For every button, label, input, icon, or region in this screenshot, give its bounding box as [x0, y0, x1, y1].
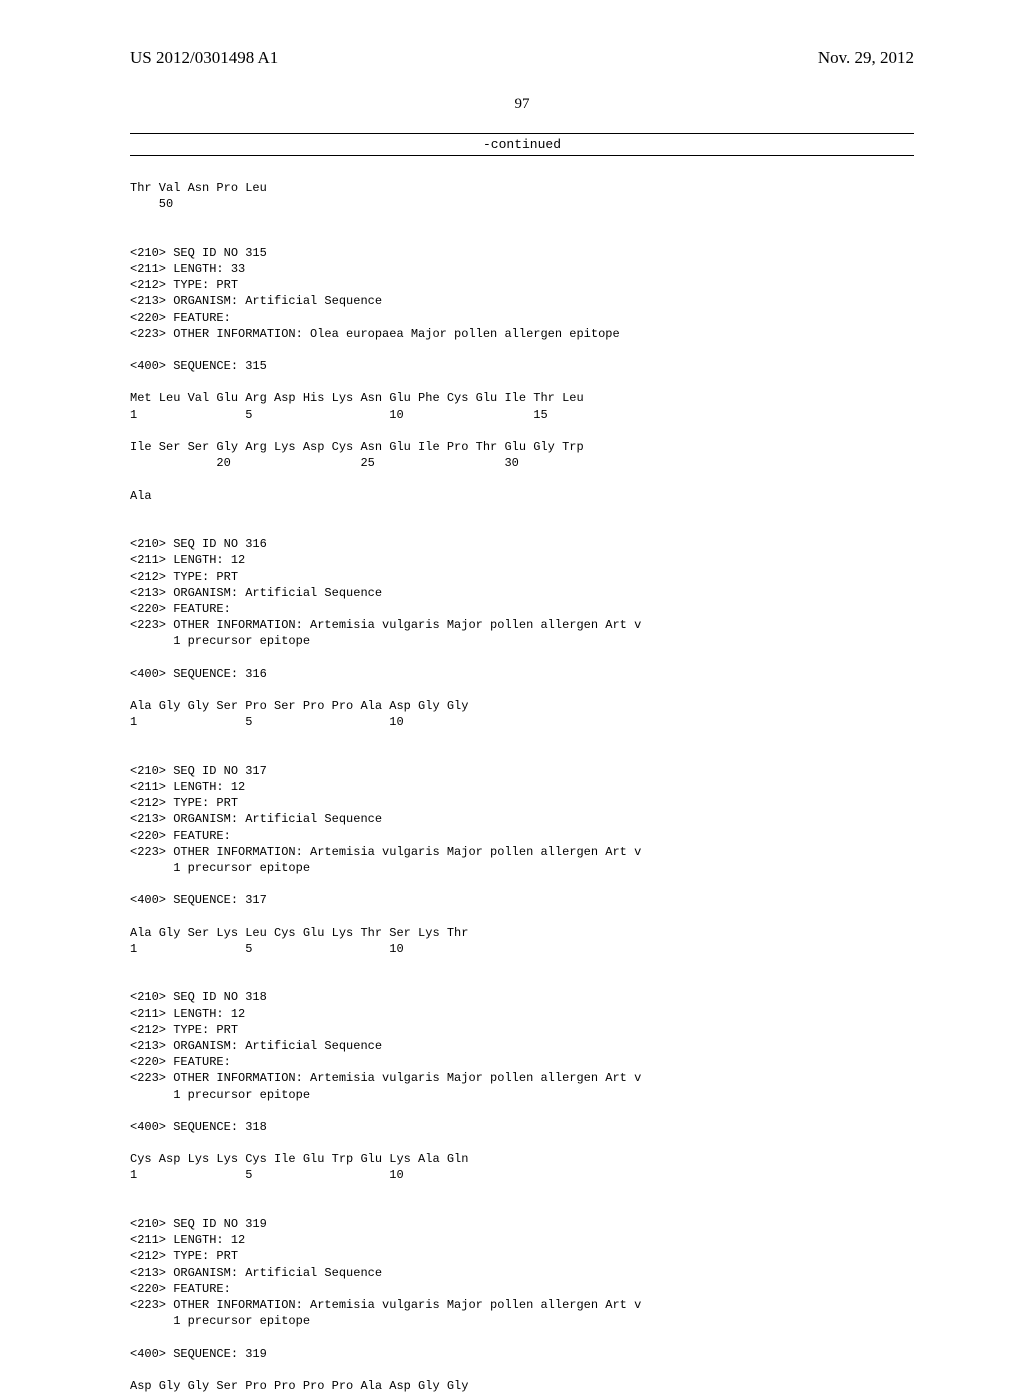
seq-header-line: <400> SEQUENCE: 317	[130, 893, 267, 907]
seq-length-line: <211> LENGTH: 12	[130, 553, 245, 567]
seq-feature-line: <220> FEATURE:	[130, 602, 231, 616]
seq-feature-line: <220> FEATURE:	[130, 1055, 231, 1069]
seq-id-line: <210> SEQ ID NO 316	[130, 537, 267, 551]
publication-date: Nov. 29, 2012	[818, 48, 914, 68]
seq-type-line: <212> TYPE: PRT	[130, 796, 238, 810]
seq-organism-line: <213> ORGANISM: Artificial Sequence	[130, 586, 382, 600]
seq-id-line: <210> SEQ ID NO 318	[130, 990, 267, 1004]
seq-other-info-line: <223> OTHER INFORMATION: Artemisia vulga…	[130, 618, 641, 648]
seq-header-line: <400> SEQUENCE: 315	[130, 359, 267, 373]
seq-header-line: <400> SEQUENCE: 316	[130, 667, 267, 681]
seq-id-line: <210> SEQ ID NO 317	[130, 764, 267, 778]
seq-feature-line: <220> FEATURE:	[130, 829, 231, 843]
publication-number: US 2012/0301498 A1	[130, 48, 278, 68]
seq-feature-line: <220> FEATURE:	[130, 1282, 231, 1296]
seq-length-line: <211> LENGTH: 12	[130, 1233, 245, 1247]
seq-type-line: <212> TYPE: PRT	[130, 570, 238, 584]
page-header: US 2012/0301498 A1 Nov. 29, 2012	[130, 48, 914, 68]
seq-type-line: <212> TYPE: PRT	[130, 1249, 238, 1263]
seq-sequence: Asp Gly Gly Ser Pro Pro Pro Pro Ala Asp …	[130, 1379, 468, 1393]
seq-id-line: <210> SEQ ID NO 315	[130, 246, 267, 260]
continued-label: -continued	[130, 137, 914, 152]
bottom-rule	[130, 155, 914, 156]
page-number: 97	[130, 96, 914, 113]
seq-other-info-line: <223> OTHER INFORMATION: Olea europaea M…	[130, 327, 620, 341]
seq-length-line: <211> LENGTH: 33	[130, 262, 245, 276]
seq-other-info-line: <223> OTHER INFORMATION: Artemisia vulga…	[130, 845, 641, 875]
seq-sequence: Cys Asp Lys Lys Cys Ile Glu Trp Glu Lys …	[130, 1152, 468, 1182]
seq-organism-line: <213> ORGANISM: Artificial Sequence	[130, 1039, 382, 1053]
seq-sequence: Ala Gly Gly Ser Pro Ser Pro Pro Ala Asp …	[130, 699, 468, 729]
seq-id-line: <210> SEQ ID NO 319	[130, 1217, 267, 1231]
seq-other-info-line: <223> OTHER INFORMATION: Artemisia vulga…	[130, 1298, 641, 1328]
top-rule	[130, 133, 914, 134]
seq-organism-line: <213> ORGANISM: Artificial Sequence	[130, 812, 382, 826]
trailing-sequence: Thr Val Asn Pro Leu 50	[130, 181, 267, 211]
seq-sequence: Met Leu Val Glu Arg Asp His Lys Asn Glu …	[130, 391, 584, 502]
seq-organism-line: <213> ORGANISM: Artificial Sequence	[130, 294, 382, 308]
seq-feature-line: <220> FEATURE:	[130, 311, 231, 325]
seq-sequence: Ala Gly Ser Lys Leu Cys Glu Lys Thr Ser …	[130, 926, 468, 956]
seq-other-info-line: <223> OTHER INFORMATION: Artemisia vulga…	[130, 1071, 641, 1101]
seq-type-line: <212> TYPE: PRT	[130, 1023, 238, 1037]
seq-length-line: <211> LENGTH: 12	[130, 780, 245, 794]
seq-header-line: <400> SEQUENCE: 318	[130, 1120, 267, 1134]
seq-type-line: <212> TYPE: PRT	[130, 278, 238, 292]
seq-header-line: <400> SEQUENCE: 319	[130, 1347, 267, 1361]
seq-organism-line: <213> ORGANISM: Artificial Sequence	[130, 1266, 382, 1280]
patent-page: US 2012/0301498 A1 Nov. 29, 2012 97 -con…	[0, 0, 1024, 1320]
seq-length-line: <211> LENGTH: 12	[130, 1007, 245, 1021]
sequence-listing: Thr Val Asn Pro Leu 50 <210> SEQ ID NO 3…	[130, 180, 914, 1394]
